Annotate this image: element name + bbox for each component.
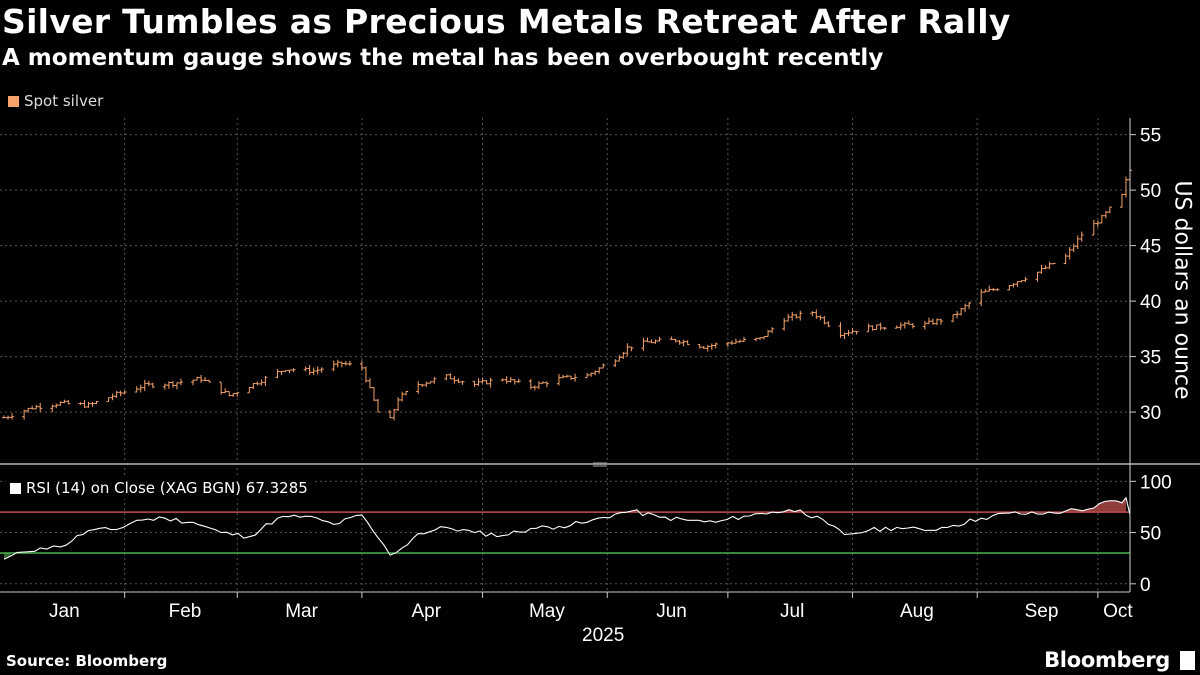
y-axis-label: US dollars an ounce bbox=[1169, 180, 1195, 400]
axes: 30 35 40 45 50 55 0 50 100 Jan Feb Mar Apr May Jun Jul A… bbox=[0, 118, 1200, 646]
rsi-line bbox=[3, 496, 1131, 560]
x-month-label: Sep bbox=[1025, 601, 1059, 622]
chart-subtitle: A momentum gauge shows the metal has bee… bbox=[2, 45, 884, 71]
x-month-label: Oct bbox=[1103, 601, 1133, 622]
rsi-legend-swatch bbox=[10, 482, 21, 494]
rsi-oversold-fill bbox=[4, 553, 11, 560]
price-series bbox=[2, 168, 1132, 421]
price-y-tick-label: 30 bbox=[1140, 403, 1161, 424]
price-y-tick-label: 55 bbox=[1140, 126, 1161, 147]
rsi-y-tick-label: 0 bbox=[1140, 575, 1151, 596]
rsi-legend: RSI (14) on Close (XAG BGN) 67.3285 bbox=[6, 477, 312, 499]
rsi-legend-label: RSI (14) on Close (XAG BGN) 67.3285 bbox=[26, 479, 308, 497]
chart-title: Silver Tumbles as Precious Metals Retrea… bbox=[2, 2, 1011, 41]
x-month-label: Feb bbox=[169, 601, 202, 622]
source-note: Source: Bloomberg bbox=[6, 652, 168, 670]
price-y-tick-label: 35 bbox=[1140, 348, 1161, 369]
rsi-y-tick-label: 50 bbox=[1140, 524, 1161, 545]
x-year-label: 2025 bbox=[582, 625, 624, 646]
bloomberg-badge-icon bbox=[1180, 651, 1195, 670]
price-legend-swatch bbox=[8, 95, 19, 107]
rsi-series bbox=[0, 496, 1131, 560]
x-month-label: Aug bbox=[900, 601, 934, 622]
grid bbox=[0, 118, 1130, 592]
x-month-label: May bbox=[529, 601, 565, 622]
rsi-overbought-fill bbox=[1065, 497, 1126, 513]
x-month-label: Jan bbox=[49, 601, 80, 622]
price-legend-label: Spot silver bbox=[24, 92, 104, 110]
x-month-label: Jul bbox=[780, 601, 804, 622]
x-month-label: Mar bbox=[285, 601, 318, 622]
price-legend: Spot silver bbox=[8, 92, 103, 110]
x-month-label: Jun bbox=[656, 601, 687, 622]
bloomberg-logo: Bloomberg bbox=[1044, 648, 1170, 672]
price-y-tick-label: 40 bbox=[1140, 292, 1161, 313]
price-y-tick-label: 45 bbox=[1140, 237, 1161, 258]
price-y-tick-label: 50 bbox=[1140, 181, 1161, 202]
rsi-y-tick-label: 100 bbox=[1140, 472, 1172, 493]
x-month-label: Apr bbox=[411, 601, 441, 622]
